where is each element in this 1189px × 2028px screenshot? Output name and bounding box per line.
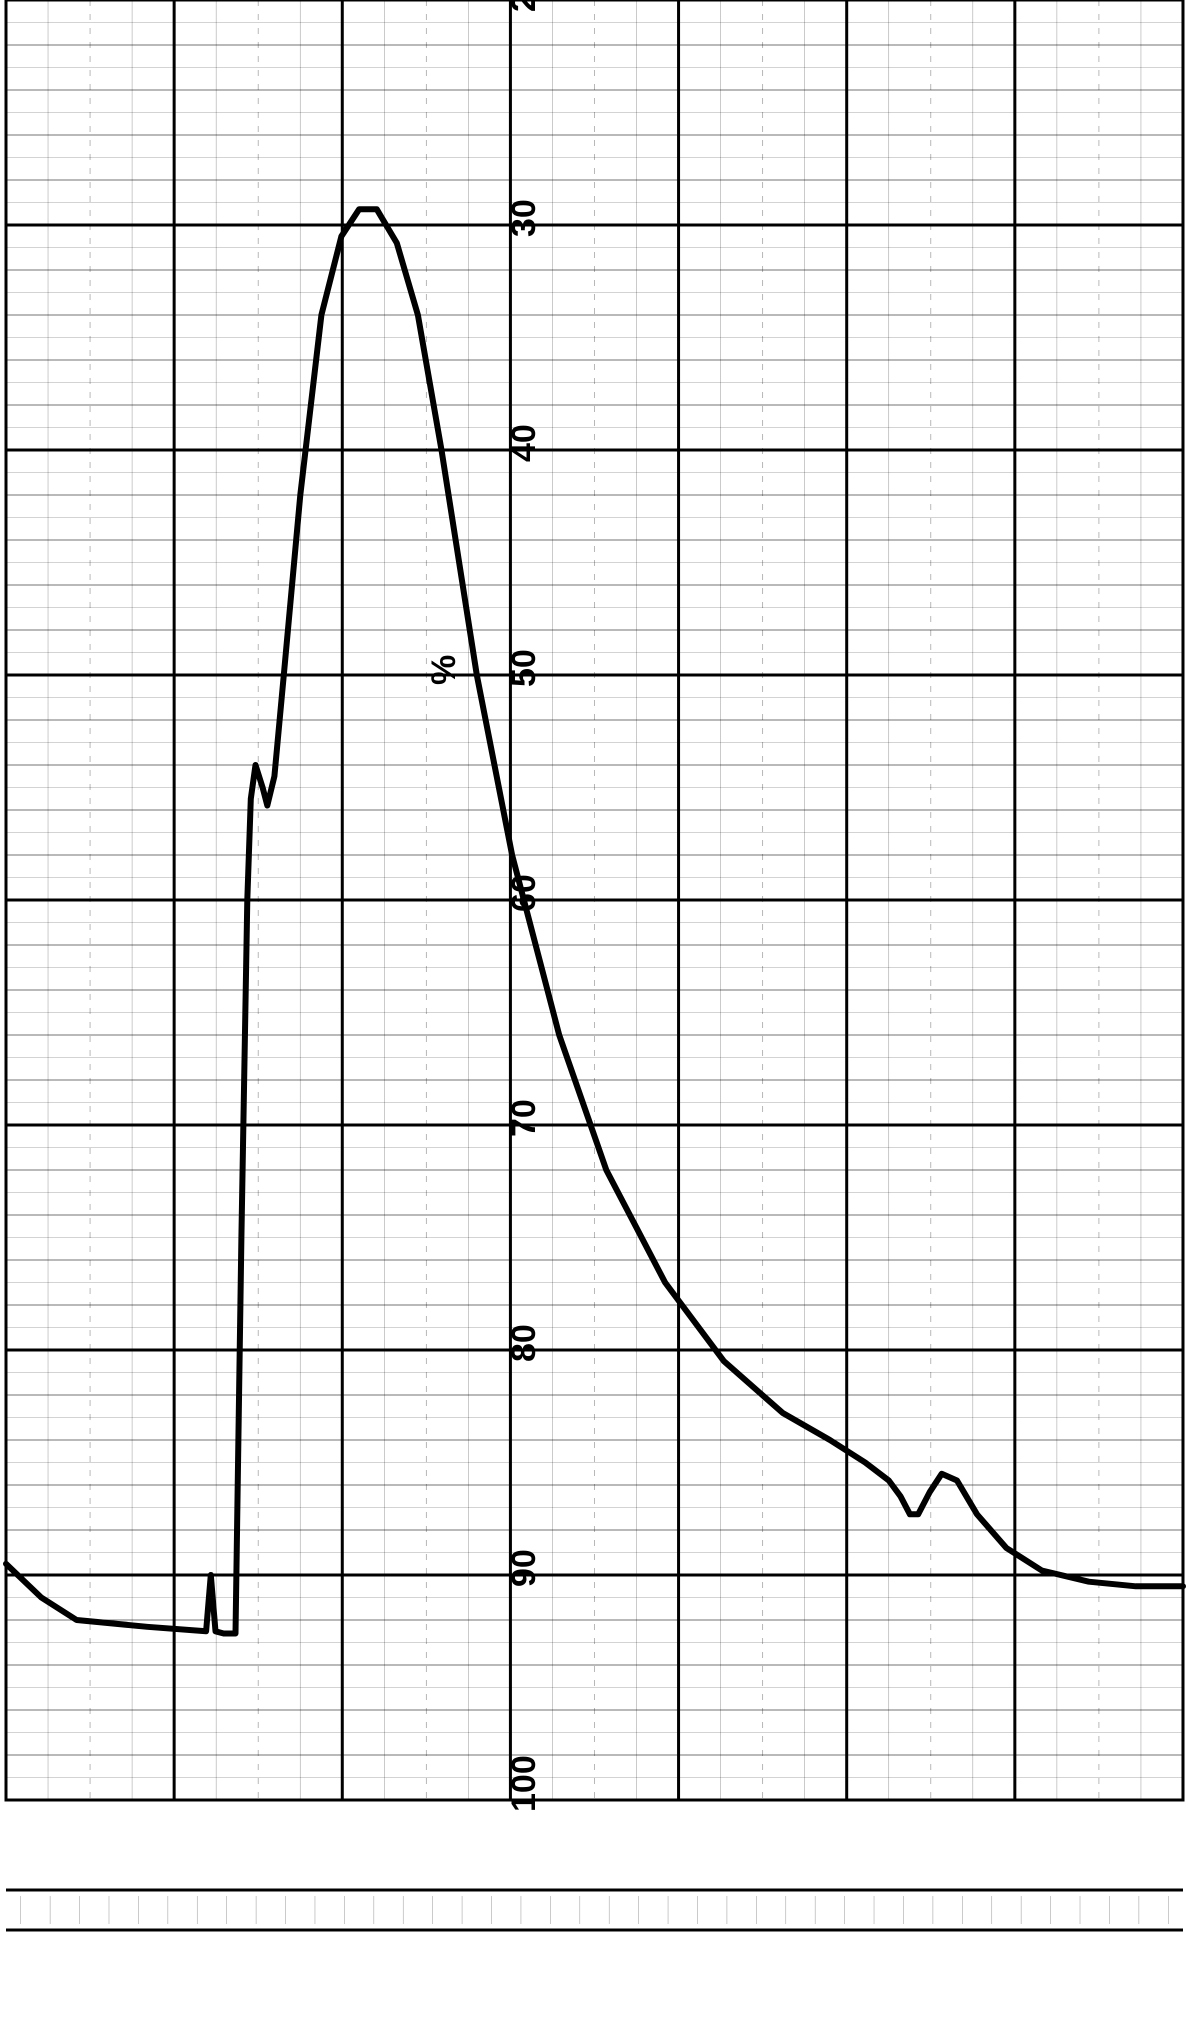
y-axis-label: % <box>425 655 463 685</box>
chart-svg: 2030405060708090100% <box>0 0 1189 2028</box>
y-tick-label: 30 <box>505 199 543 237</box>
y-tick-label: 50 <box>505 649 543 687</box>
y-tick-label: 70 <box>505 1099 543 1137</box>
y-tick-label: 40 <box>505 424 543 462</box>
strip-chart: 2030405060708090100% <box>0 0 1189 2028</box>
y-tick-label: 20 <box>505 0 543 12</box>
y-tick-label: 90 <box>505 1549 543 1587</box>
y-tick-label: 80 <box>505 1324 543 1362</box>
y-tick-label: 100 <box>505 1755 543 1812</box>
